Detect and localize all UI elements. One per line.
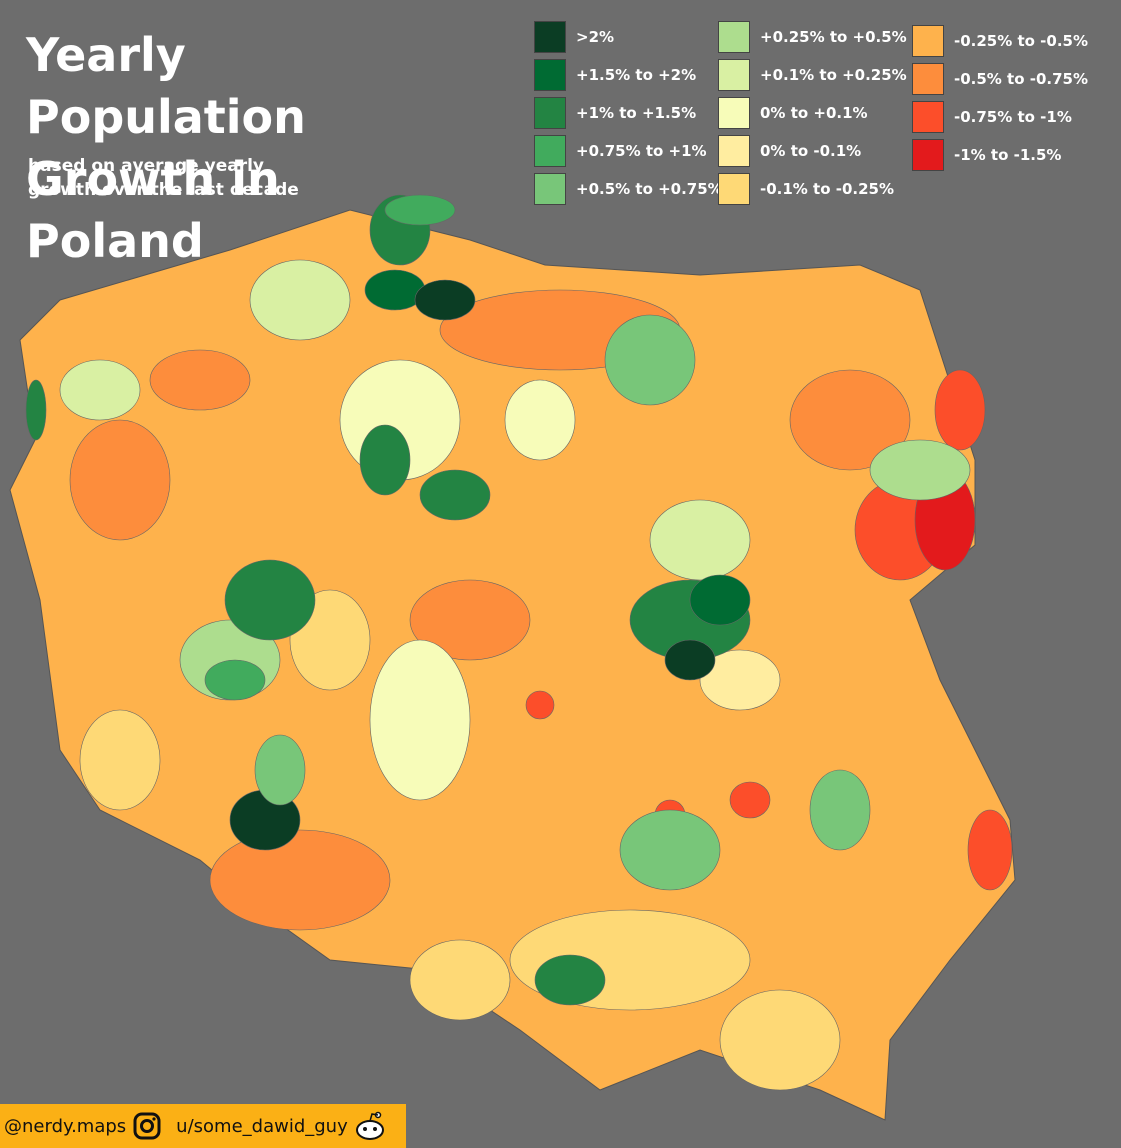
region [359,424,411,496]
region [249,259,351,341]
legend-label: 0% to -0.1% [760,142,862,160]
legend-label: +0.1% to +0.25% [760,66,907,84]
region [534,954,606,1006]
legend-swatch [534,59,566,91]
region [869,439,971,501]
legend-item: -0.25% to -0.5% [912,24,1088,58]
legend-item: +0.1% to +0.25% [718,58,907,92]
region [419,469,491,521]
legend-swatch [912,139,944,171]
legend-label: >2% [576,28,615,46]
region [414,279,476,321]
instagram-icon [133,1112,161,1140]
instagram-handle: @nerdy.maps [4,1115,127,1137]
legend-item: 0% to +0.1% [718,96,868,130]
region [204,659,266,701]
region [209,829,391,931]
legend-label: -0.5% to -0.75% [954,70,1089,88]
region [224,559,316,641]
legend-swatch [718,21,750,53]
region [254,734,306,806]
legend-label: -0.1% to -0.25% [760,180,895,198]
legend-label: -0.75% to -1% [954,108,1072,126]
legend-swatch [534,135,566,167]
legend: >2% +1.5% to +2% +1% to +1.5% +0.75% to +1%… [534,20,1114,220]
reddit-icon [355,1111,384,1140]
legend-label: +1.5% to +2% [576,66,697,84]
legend-swatch [534,21,566,53]
region [604,314,696,406]
legend-swatch [912,63,944,95]
legend-item: +0.75% to +1% [534,134,707,168]
region [25,379,47,441]
region [649,499,751,581]
region [149,349,251,411]
legend-label: -1% to -1.5% [954,146,1062,164]
legend-item: -0.5% to -0.75% [912,62,1088,96]
region [369,639,471,801]
reddit-handle: u/some_dawid_guy [176,1115,348,1137]
legend-item: 0% to -0.1% [718,134,861,168]
region [69,419,171,541]
legend-swatch [534,97,566,129]
region [719,989,841,1091]
legend-label: +0.75% to +1% [576,142,707,160]
legend-swatch [718,135,750,167]
subtitle: based on average yearly growth over the … [28,156,299,200]
region [809,769,871,851]
legend-item: +0.5% to +0.75% [534,172,723,206]
legend-swatch [912,25,944,57]
region [689,574,751,626]
legend-swatch [912,101,944,133]
region [934,369,986,451]
legend-swatch [718,173,750,205]
region [59,359,141,421]
region [967,809,1013,891]
legend-label: +0.5% to +0.75% [576,180,723,198]
region [729,781,771,819]
legend-label: 0% to +0.1% [760,104,868,122]
region [79,709,161,811]
legend-item: +0.25% to +0.5% [718,20,907,54]
legend-swatch [718,59,750,91]
legend-item: +1.5% to +2% [534,58,696,92]
legend-label: +0.25% to +0.5% [760,28,907,46]
region [409,939,511,1021]
region [409,579,531,661]
legend-swatch [534,173,566,205]
legend-label: +1% to +1.5% [576,104,697,122]
legend-item: -1% to -1.5% [912,138,1061,172]
region [384,194,456,226]
legend-swatch [718,97,750,129]
legend-item: -0.1% to -0.25% [718,172,894,206]
region [525,690,555,720]
legend-item: +1% to +1.5% [534,96,696,130]
legend-item: >2% [534,20,614,54]
region [699,649,781,711]
region [619,809,721,891]
region [504,379,576,461]
legend-label: -0.25% to -0.5% [954,32,1089,50]
title: Yearly Population Growth in Poland [26,28,306,268]
region [664,639,716,681]
footer: @nerdy.maps u/some_dawid_guy [0,1104,406,1148]
legend-item: -0.75% to -1% [912,100,1072,134]
region [789,369,911,471]
